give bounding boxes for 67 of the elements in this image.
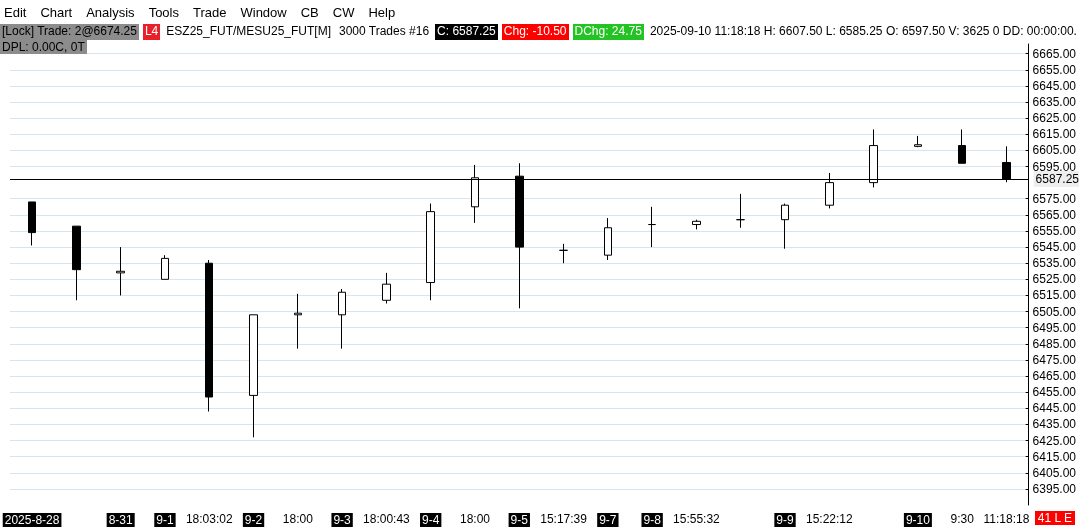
x-tick-label: 9-8 xyxy=(643,513,662,527)
y-tick-label: 6545.00 xyxy=(1032,240,1077,255)
x-tick-label: 2025-8-28 xyxy=(4,513,60,527)
y-tick-label: 6645.00 xyxy=(1032,78,1077,93)
text: ESZ25_FUT/MESU25_FUT[M] xyxy=(165,24,332,40)
x-tick-label: 18:00:43 xyxy=(363,512,411,526)
y-tick-label: 6505.00 xyxy=(1032,304,1077,319)
y-tick-label: 6435.00 xyxy=(1032,417,1077,432)
y-tick-label: 6625.00 xyxy=(1032,111,1077,126)
x-tick-label: 15:22:12 xyxy=(805,512,853,526)
y-tick-label: 6615.00 xyxy=(1032,127,1077,142)
y-tick-label: 6455.00 xyxy=(1032,385,1077,400)
y-tick-label: 6515.00 xyxy=(1032,288,1077,303)
y-tick-label: 6495.00 xyxy=(1032,320,1077,335)
text: Edit xyxy=(4,4,27,20)
y-tick-label: 6445.00 xyxy=(1032,401,1077,416)
x-tick-label: 15:17:39 xyxy=(540,512,588,526)
x-tick-label: 18:00 xyxy=(282,512,314,526)
x-tick-label: 9-1 xyxy=(156,513,174,527)
y-tick-label: 6475.00 xyxy=(1032,352,1077,367)
text: DChg: 24.75 xyxy=(572,24,644,40)
y-tick-label: 6425.00 xyxy=(1032,433,1077,448)
text: Chart xyxy=(40,4,73,20)
x-tick-label: 9-4 xyxy=(422,513,440,527)
x-tick-label: 18:03:02 xyxy=(185,512,233,526)
y-tick-label: 6655.00 xyxy=(1032,62,1077,77)
text: Trade xyxy=(192,4,227,20)
x-tick-label: 9-5 xyxy=(510,513,529,527)
x-tick-label: 9-9 xyxy=(776,513,795,527)
x-tick-label: 9-2 xyxy=(244,513,263,527)
text: Chg: -10.50 xyxy=(501,24,569,40)
y-tick-label: 6415.00 xyxy=(1032,449,1077,464)
x-tick-label: 9-7 xyxy=(599,513,617,527)
y-tick-label: 6395.00 xyxy=(1032,481,1077,496)
x-tick-label: 18:00 xyxy=(459,512,491,526)
y-tick-label: 6465.00 xyxy=(1032,369,1077,384)
text: CB xyxy=(300,4,319,20)
text: L4 xyxy=(142,24,161,40)
y-tick-label: 6485.00 xyxy=(1032,336,1077,351)
x-tick-label: 15:55:32 xyxy=(673,512,721,526)
ref-line-label: 6587.25 xyxy=(1035,172,1079,186)
text: Tools xyxy=(148,4,179,20)
text: Window xyxy=(240,4,287,20)
y-tick-label: 6665.00 xyxy=(1032,46,1077,61)
y-tick-label: 6555.00 xyxy=(1032,223,1077,238)
x-tick-label: 8-31 xyxy=(108,513,133,527)
text: CW xyxy=(332,4,355,20)
x-tick-label: 11:18:18 xyxy=(983,512,1030,526)
x-tick-label: 9-10 xyxy=(905,513,931,527)
text: C: 6587.25 xyxy=(435,24,498,40)
annotation: DPL: 0.00C, 0T xyxy=(0,40,87,54)
y-tick-label: 6635.00 xyxy=(1032,95,1077,110)
text: 2025-09-10 11:18:18 H: 6607.50 L: 6585.25 O: 6597.50 V: 3625 0 DD: 00:00:00. xyxy=(648,24,1078,40)
text: 41 L E xyxy=(1034,511,1075,525)
y-tick-label: 6605.00 xyxy=(1032,143,1077,158)
text: Analysis xyxy=(86,4,135,20)
y-tick-label: 6595.00 xyxy=(1032,159,1077,174)
text: 3000 Trades #16 xyxy=(338,24,431,40)
x-tick-label: 9-3 xyxy=(333,513,352,527)
y-tick-label: 6405.00 xyxy=(1032,465,1077,480)
y-tick-label: 6575.00 xyxy=(1032,191,1077,206)
y-tick-label: 6535.00 xyxy=(1032,256,1077,271)
y-tick-label: 6565.00 xyxy=(1032,207,1077,222)
text: Help xyxy=(368,4,396,20)
y-tick-label: 6525.00 xyxy=(1032,272,1077,287)
text: [Lock] Trade: 2@6674.25 xyxy=(0,24,139,40)
x-tick-label: 9:30 xyxy=(950,512,975,526)
